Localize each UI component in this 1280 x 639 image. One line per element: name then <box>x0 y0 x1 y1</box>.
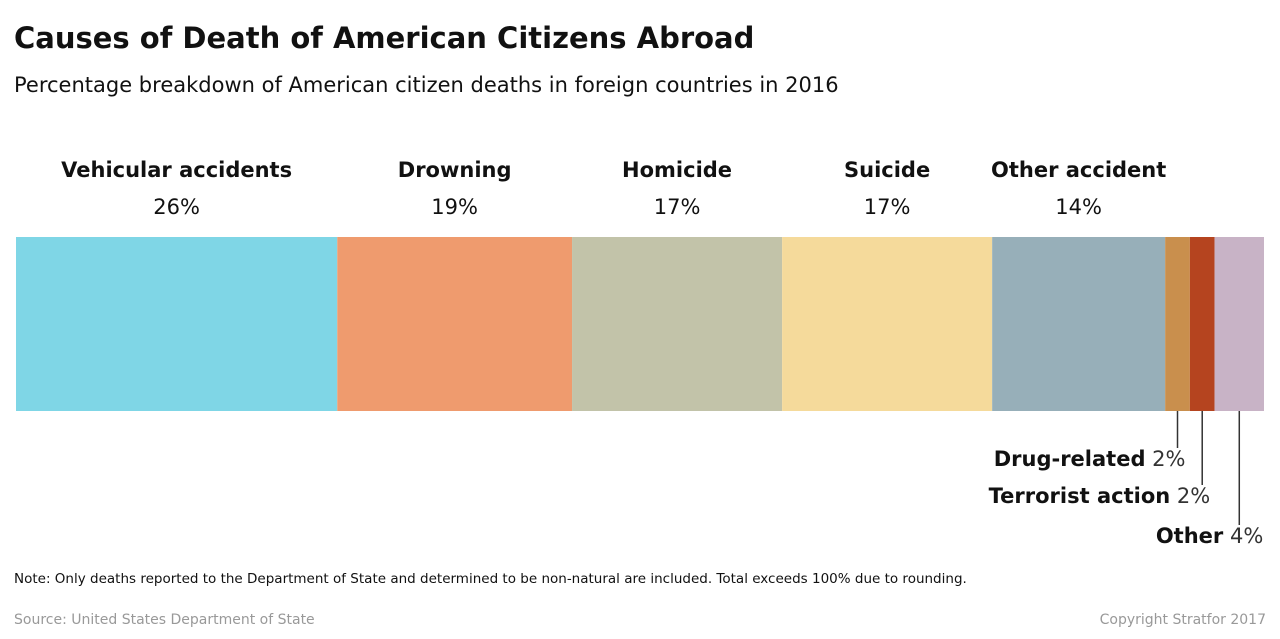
bar-segment <box>992 237 1166 411</box>
category-label: Homicide <box>622 158 732 182</box>
bar-segment <box>1165 237 1190 411</box>
chart-title: Causes of Death of American Citizens Abr… <box>14 21 754 55</box>
value-label: 2% <box>1170 484 1210 508</box>
note: Note: Only deaths reported to the Depart… <box>14 571 967 587</box>
category-label: Vehicular accidents <box>61 158 292 182</box>
bar-segment <box>1214 237 1264 411</box>
category-label: Other accident <box>991 158 1166 182</box>
source: Source: United States Department of Stat… <box>14 612 315 628</box>
copyright: Copyright Stratfor 2017 <box>1100 612 1266 628</box>
value-label: 26% <box>153 195 200 219</box>
bar-segment <box>572 237 783 411</box>
chart-subtitle: Percentage breakdown of American citizen… <box>14 73 839 97</box>
category-label: Terrorist action <box>989 484 1171 508</box>
value-label: 2% <box>1146 447 1186 471</box>
value-label: 4% <box>1223 524 1263 548</box>
category-label: Drug-related <box>994 447 1146 471</box>
category-label: Other <box>1156 524 1224 548</box>
label: Other 4% <box>1156 524 1263 548</box>
category-label: Drowning <box>398 158 512 182</box>
value-label: 19% <box>431 195 478 219</box>
value-label: 14% <box>1055 195 1102 219</box>
category-label: Suicide <box>844 158 930 182</box>
bar-segment <box>337 237 573 411</box>
label: Terrorist action 2% <box>989 484 1211 508</box>
bar-segment <box>782 237 993 411</box>
value-label: 17% <box>864 195 911 219</box>
label: Drug-related 2% <box>994 447 1186 471</box>
value-label: 17% <box>654 195 701 219</box>
bar-segment <box>16 237 338 411</box>
bar-segment <box>1189 237 1215 411</box>
